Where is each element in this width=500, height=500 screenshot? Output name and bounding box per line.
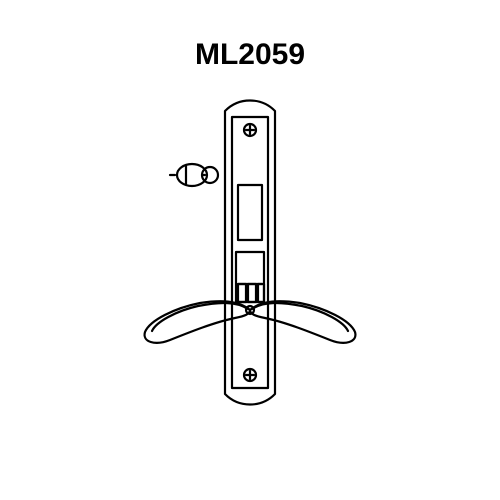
lock-line-drawing [0,0,500,500]
diagram-canvas: ML2059 [0,0,500,500]
